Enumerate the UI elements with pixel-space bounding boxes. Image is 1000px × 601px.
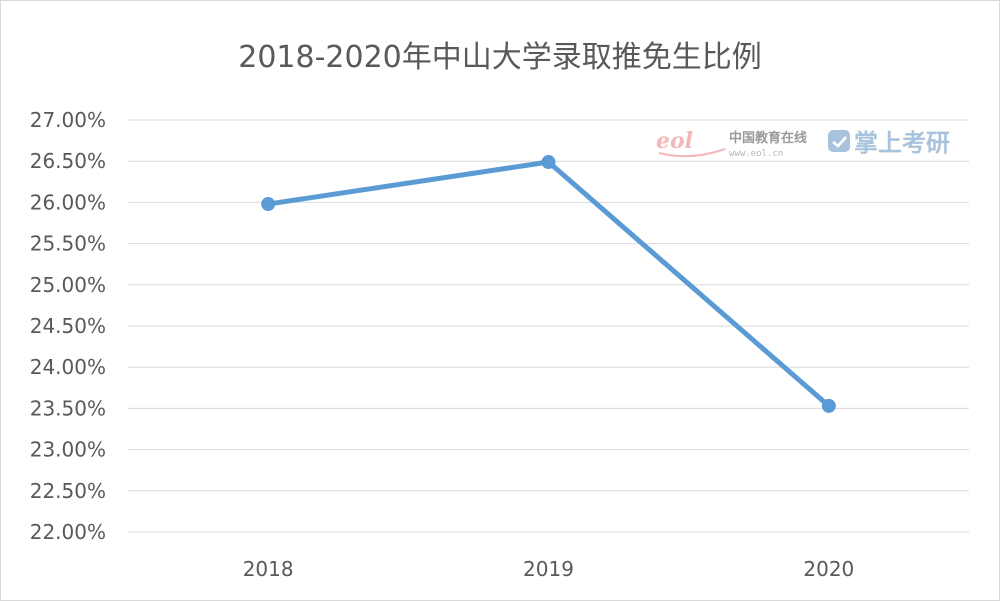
watermark-app-icon	[828, 130, 850, 152]
x-tick-label: 2020	[803, 557, 854, 581]
watermark-swoosh-icon	[658, 148, 726, 158]
chart-title: 2018-2020年中山大学录取推免生比例	[238, 40, 762, 75]
series-line	[265, 159, 832, 409]
watermark-site-url: www.eol.cn	[729, 149, 783, 159]
x-axis-tick-labels: 2018 2019 2020	[243, 557, 855, 581]
y-tick-label: 26.50%	[30, 149, 106, 173]
y-tick-label: 25.50%	[30, 232, 106, 256]
y-tick-label: 25.00%	[30, 273, 106, 297]
data-point	[541, 155, 556, 170]
x-tick-label: 2019	[523, 557, 574, 581]
y-tick-label: 24.00%	[30, 355, 106, 379]
y-tick-label: 22.50%	[30, 479, 106, 503]
series-layer	[261, 155, 836, 413]
watermark-brand: 掌上考研	[854, 129, 950, 157]
y-axis-tick-labels: 27.00% 26.50% 26.00% 25.50% 25.00% 24.50% 24.0…	[30, 108, 106, 544]
data-point	[821, 398, 836, 413]
y-tick-label: 23.00%	[30, 438, 106, 462]
data-point	[261, 197, 276, 212]
gridlines	[128, 119, 969, 533]
watermark-check-icon	[832, 136, 847, 148]
y-tick-label: 23.50%	[30, 396, 106, 420]
y-tick-label: 22.00%	[30, 520, 106, 544]
watermark-site-name: 中国教育在线	[729, 130, 807, 146]
y-tick-label: 27.00%	[30, 108, 106, 132]
watermark-logo: eol 中国教育在线 www.eol.cn 掌上考研	[656, 128, 950, 159]
watermark-eol-logo: eol	[656, 128, 693, 154]
x-tick-label: 2018	[243, 557, 294, 581]
y-tick-label: 24.50%	[30, 314, 106, 338]
y-tick-label: 26.00%	[30, 190, 106, 214]
